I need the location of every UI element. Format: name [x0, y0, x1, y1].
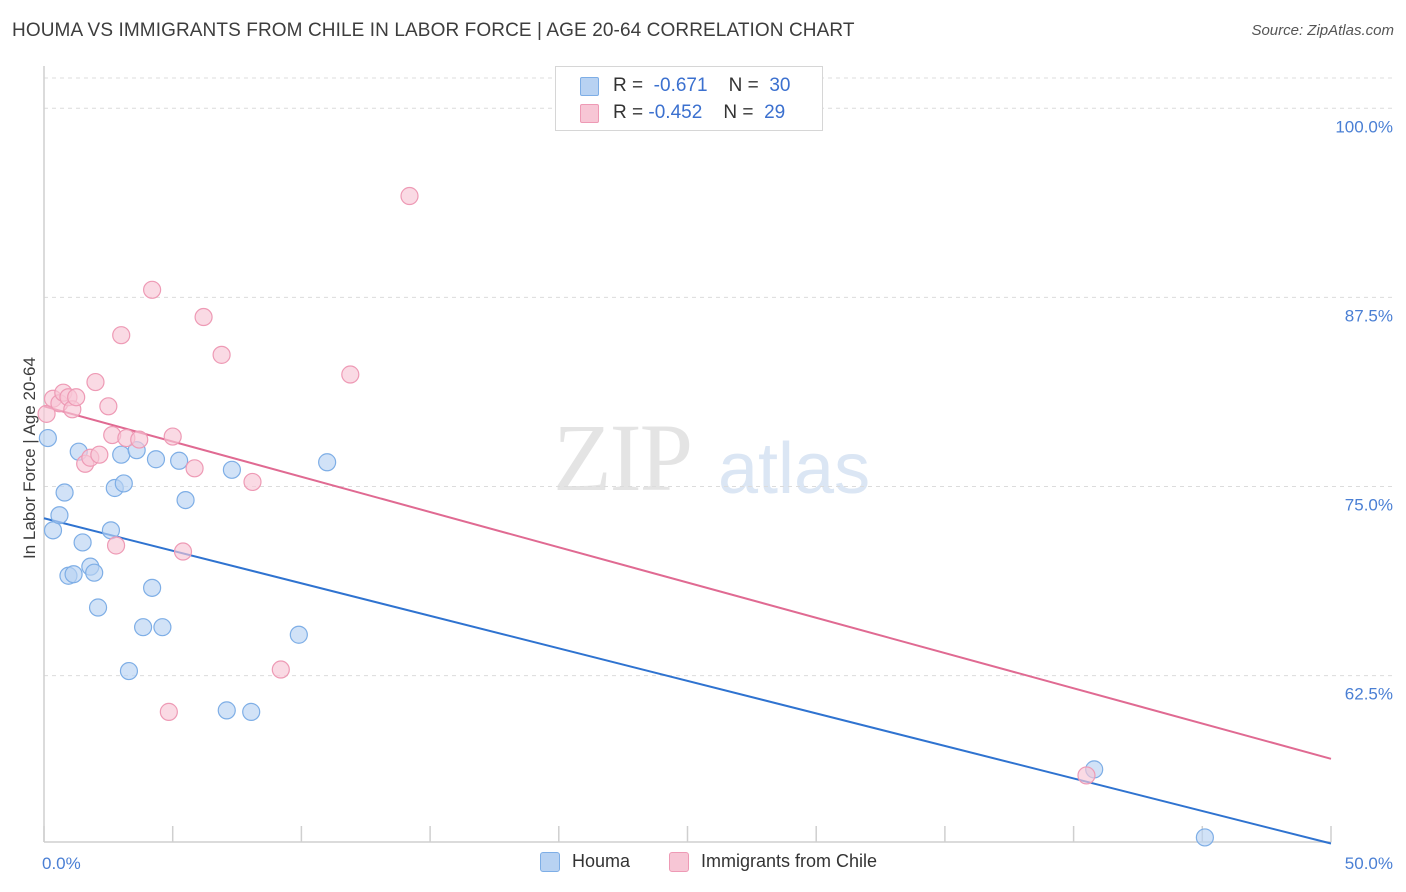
n-label: N = [728, 75, 759, 96]
houma-n-value: 30 [769, 75, 791, 96]
chile-point [185, 459, 204, 478]
houma-point [43, 521, 63, 540]
chile-point [37, 404, 56, 423]
y-tick-label: 87.5% [1345, 306, 1393, 325]
houma-point [38, 428, 57, 448]
houma-point [222, 460, 242, 479]
chile-point [112, 326, 131, 345]
houma-point [101, 521, 121, 540]
y-tick-label: 75.0% [1345, 495, 1393, 514]
houma-point [1195, 828, 1214, 847]
houma-legend-swatch [540, 851, 560, 872]
houma-point [112, 445, 131, 464]
tick-labels: 62.5% 75.0% 87.5% 100.0% 0.0% 50.0% [42, 117, 1393, 873]
r-label: R = [613, 102, 644, 123]
chile-point [271, 660, 290, 679]
watermark-atlas: atlas [718, 429, 871, 509]
chile-point [90, 445, 109, 464]
houma-point [217, 701, 236, 720]
chile-point [67, 388, 86, 407]
houma-point [119, 661, 139, 681]
chile-point [400, 186, 419, 206]
chile-point [143, 280, 162, 299]
houma-legend-label: Houma [572, 851, 631, 871]
axes [43, 66, 1332, 843]
houma-point [133, 618, 153, 637]
chile-n-value: 29 [764, 102, 786, 123]
houma-point [170, 451, 189, 470]
houma-point [176, 490, 195, 510]
houma-point [242, 702, 261, 721]
y-tick-label: 62.5% [1345, 685, 1393, 704]
houma-point [114, 474, 133, 493]
chile-point [194, 307, 213, 327]
houma-point [143, 578, 162, 597]
x-tick-label: 50.0% [1345, 854, 1393, 873]
chile-point [163, 427, 182, 446]
houma-point [64, 565, 83, 584]
chile-point [341, 365, 360, 384]
chile-point [1077, 766, 1096, 785]
chile-point [86, 372, 105, 392]
houma-point [73, 533, 92, 552]
watermark-zip: ZIP [553, 404, 693, 511]
chile-point [243, 472, 262, 492]
source-label: Source: ZipAtlas.com [1251, 22, 1394, 39]
legend-item-houma[interactable]: Houma [540, 851, 630, 872]
chile-legend-label: Immigrants from Chile [701, 851, 878, 871]
chile-point [130, 430, 149, 449]
chile-point [99, 397, 118, 416]
chart-title: HOUMA VS IMMIGRANTS FROM CHILE IN LABOR … [12, 20, 855, 41]
houma-point [55, 483, 74, 502]
y-axis-label: In Labor Force | Age 20-64 [20, 357, 39, 559]
houma-swatch [580, 76, 599, 96]
data-points [37, 186, 1214, 847]
chile-r-value: -0.452 [648, 102, 703, 123]
chile-legend-swatch [669, 851, 689, 872]
houma-point [289, 625, 308, 644]
legend-item-chile[interactable]: Immigrants from Chile [669, 851, 877, 872]
houma-trend-line [43, 517, 1332, 845]
chile-point [212, 345, 231, 364]
x-tick-label: 0.0% [42, 854, 81, 873]
houma-point [50, 506, 69, 525]
houma-r-value: -0.671 [653, 75, 708, 96]
houma-point [318, 453, 337, 472]
stats-legend: R = -0.671 N = 30 R = -0.452 N = 29 [555, 66, 823, 131]
y-tick-label: 100.0% [1335, 117, 1393, 136]
r-label: R = [613, 75, 644, 96]
houma-point [88, 598, 108, 617]
legend-row-houma: R = -0.671 N = 30 [580, 73, 790, 99]
chile-trend-line [43, 405, 1332, 760]
gridlines [44, 77, 1393, 677]
houma-point [153, 618, 172, 637]
chile-point [173, 542, 193, 561]
chile-point [159, 702, 178, 721]
houma-point [85, 563, 104, 582]
n-label: N = [723, 102, 754, 123]
legend-row-chile: R = -0.452 N = 29 [580, 100, 785, 126]
houma-point [146, 450, 166, 469]
chile-swatch [580, 103, 599, 123]
trend-lines [43, 405, 1332, 845]
chile-point [106, 536, 126, 555]
